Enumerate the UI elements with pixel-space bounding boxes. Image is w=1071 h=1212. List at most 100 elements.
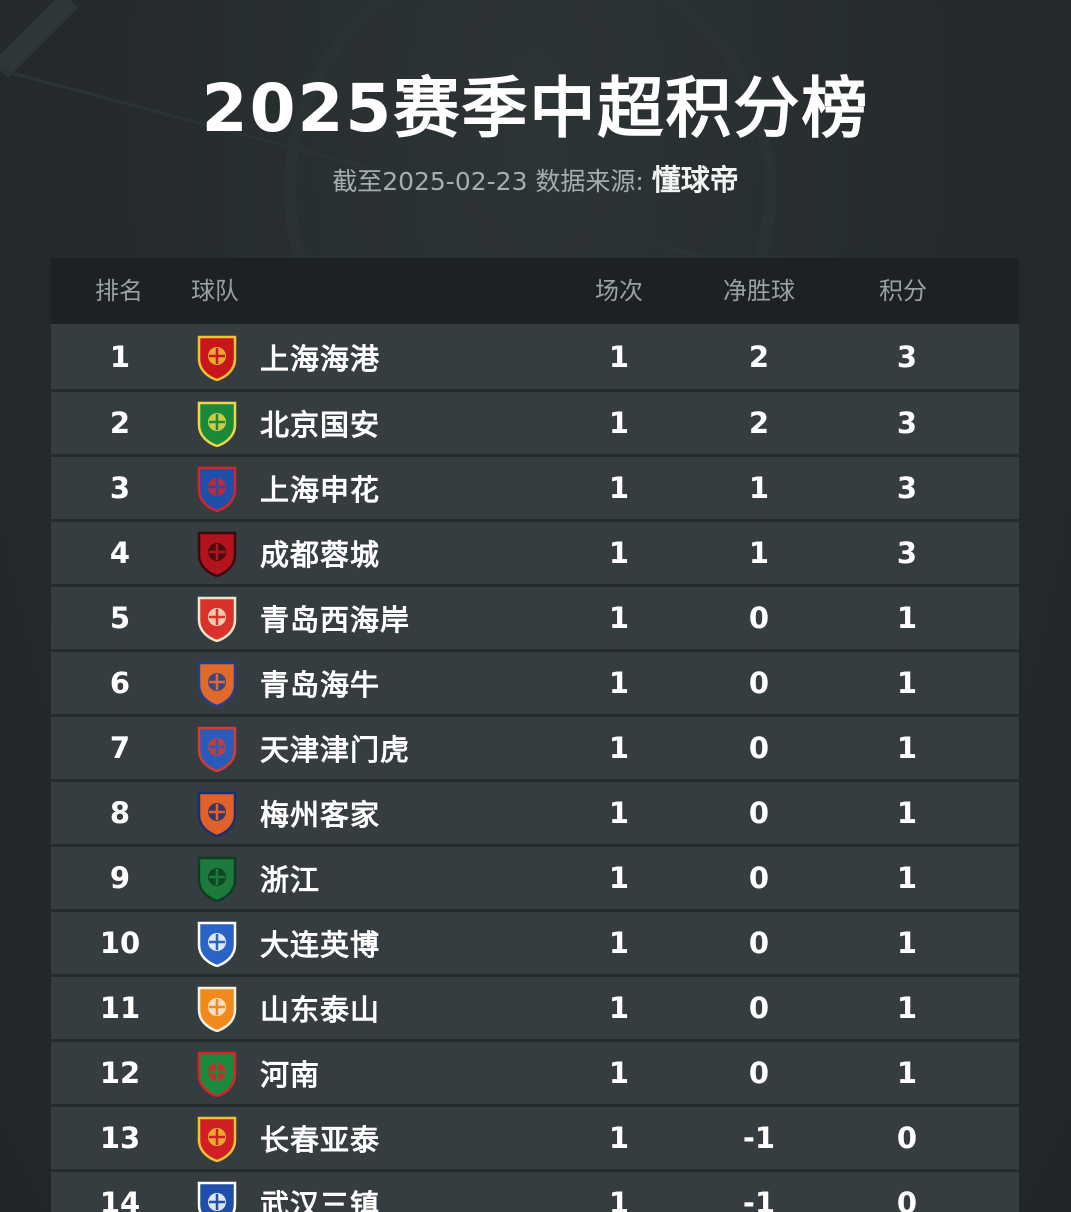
team-name: 武汉三镇 <box>260 1188 381 1212</box>
played-cell: 1 <box>608 926 630 960</box>
points-cell: 0 <box>896 1186 918 1212</box>
rank-cell: 14 <box>99 1186 141 1212</box>
points-cell: 3 <box>896 406 918 440</box>
beijing-guoan-crest-icon <box>191 392 243 454</box>
table-row[interactable]: 13 长春亚泰 1 -1 0 <box>51 1104 1019 1169</box>
rank-cell: 7 <box>109 731 131 765</box>
goal-diff-cell: 2 <box>748 406 770 440</box>
table-row[interactable]: 4 成都蓉城 1 1 3 <box>51 519 1019 584</box>
goal-diff-cell: 0 <box>748 861 770 895</box>
table-row[interactable]: 6 青岛海牛 1 0 1 <box>51 649 1019 714</box>
team-name: 青岛西海岸 <box>260 603 411 637</box>
played-cell: 1 <box>608 1121 630 1155</box>
table-row[interactable]: 9 浙江 1 0 1 <box>51 844 1019 909</box>
rank-cell: 4 <box>109 536 131 570</box>
played-cell: 1 <box>608 536 630 570</box>
table-row[interactable]: 14 武汉三镇 1 -1 0 <box>51 1169 1019 1212</box>
points-cell: 1 <box>896 601 918 635</box>
header-team: 球队 <box>191 277 239 305</box>
qingdao-hainiu-crest-icon <box>191 652 243 714</box>
qingdao-west-coast-crest-icon <box>191 587 243 649</box>
table-body: 1 上海海港 1 2 3 2 北京国安 1 2 3 3 上海申花 1 1 3 4 成都蓉城 1 1 3 5 青岛西海岸 1 0… <box>51 324 1019 1212</box>
team-name: 成都蓉城 <box>260 538 381 572</box>
team-name: 北京国安 <box>260 408 381 442</box>
goal-diff-cell: -1 <box>742 1186 776 1212</box>
rank-cell: 2 <box>109 406 131 440</box>
points-cell: 3 <box>896 471 918 505</box>
points-cell: 1 <box>896 1056 918 1090</box>
goal-diff-cell: 1 <box>748 471 770 505</box>
table-row[interactable]: 1 上海海港 1 2 3 <box>51 324 1019 389</box>
goal-diff-cell: 0 <box>748 926 770 960</box>
changchun-yatai-crest-icon <box>191 1107 243 1169</box>
played-cell: 1 <box>608 1056 630 1090</box>
played-cell: 1 <box>608 666 630 700</box>
goal-diff-cell: 0 <box>748 796 770 830</box>
played-cell: 1 <box>608 796 630 830</box>
table-row[interactable]: 11 山东泰山 1 0 1 <box>51 974 1019 1039</box>
table-row[interactable]: 5 青岛西海岸 1 0 1 <box>51 584 1019 649</box>
played-cell: 1 <box>608 731 630 765</box>
team-name: 上海海港 <box>260 341 381 376</box>
team-name: 河南 <box>260 1058 321 1092</box>
goal-diff-cell: 0 <box>748 666 770 700</box>
team-name: 天津津门虎 <box>260 733 411 767</box>
standings-table: 排名 球队 场次 净胜球 积分 1 上海海港 1 2 3 2 北京国安 1 2 3 3 上海申花 1 1 3… <box>51 258 1019 1212</box>
shanghai-shenhua-crest-icon <box>191 457 243 519</box>
team-name: 浙江 <box>260 863 321 897</box>
points-cell: 1 <box>896 666 918 700</box>
table-row[interactable]: 3 上海申花 1 1 3 <box>51 454 1019 519</box>
data-source-brand: 懂球帝 <box>651 163 739 197</box>
rank-cell: 10 <box>99 926 141 960</box>
rank-cell: 13 <box>99 1121 141 1155</box>
played-cell: 1 <box>608 991 630 1025</box>
page-subtitle: 截至2025-02-23 数据来源: 懂球帝 <box>0 160 1071 202</box>
table-header: 排名 球队 场次 净胜球 积分 <box>51 258 1019 324</box>
shanghai-port-crest-icon <box>191 324 243 389</box>
points-cell: 3 <box>896 339 918 374</box>
goal-diff-cell: 0 <box>748 731 770 765</box>
played-cell: 1 <box>608 339 630 374</box>
rank-cell: 3 <box>109 471 131 505</box>
goal-diff-cell: 2 <box>748 339 770 374</box>
rank-cell: 12 <box>99 1056 141 1090</box>
table-row[interactable]: 10 大连英博 1 0 1 <box>51 909 1019 974</box>
goal-diff-cell: -1 <box>742 1121 776 1155</box>
played-cell: 1 <box>608 861 630 895</box>
table-row[interactable]: 8 梅州客家 1 0 1 <box>51 779 1019 844</box>
table-row[interactable]: 2 北京国安 1 2 3 <box>51 389 1019 454</box>
points-cell: 1 <box>896 926 918 960</box>
dalian-yingbo-crest-icon <box>191 912 243 974</box>
subtitle-date-text: 截至2025-02-23 数据来源: <box>332 167 652 196</box>
wuhan-three-towns-crest-icon <box>191 1172 243 1212</box>
goal-diff-cell: 0 <box>748 991 770 1025</box>
rank-cell: 9 <box>109 861 131 895</box>
points-cell: 1 <box>896 731 918 765</box>
points-cell: 1 <box>896 861 918 895</box>
header-rank: 排名 <box>95 277 143 305</box>
goal-diff-cell: 0 <box>748 601 770 635</box>
played-cell: 1 <box>608 601 630 635</box>
header-points: 积分 <box>879 277 927 305</box>
table-row[interactable]: 7 天津津门虎 1 0 1 <box>51 714 1019 779</box>
rank-cell: 5 <box>109 601 131 635</box>
page-title: 2025赛季中超积分榜 <box>201 70 870 147</box>
goal-diff-cell: 1 <box>748 536 770 570</box>
points-cell: 0 <box>896 1121 918 1155</box>
header-played: 场次 <box>595 277 643 305</box>
team-name: 山东泰山 <box>260 993 381 1027</box>
points-cell: 1 <box>896 796 918 830</box>
played-cell: 1 <box>608 1186 630 1212</box>
team-name: 大连英博 <box>260 928 381 962</box>
team-name: 长春亚泰 <box>260 1123 381 1157</box>
points-cell: 3 <box>896 536 918 570</box>
henan-crest-icon <box>191 1042 243 1104</box>
shandong-taishan-crest-icon <box>191 977 243 1039</box>
team-name: 梅州客家 <box>260 798 381 832</box>
table-row[interactable]: 12 河南 1 0 1 <box>51 1039 1019 1104</box>
rank-cell: 8 <box>109 796 131 830</box>
team-name: 上海申花 <box>260 473 381 507</box>
meizhou-hakka-crest-icon <box>191 782 243 844</box>
team-name: 青岛海牛 <box>260 668 381 702</box>
